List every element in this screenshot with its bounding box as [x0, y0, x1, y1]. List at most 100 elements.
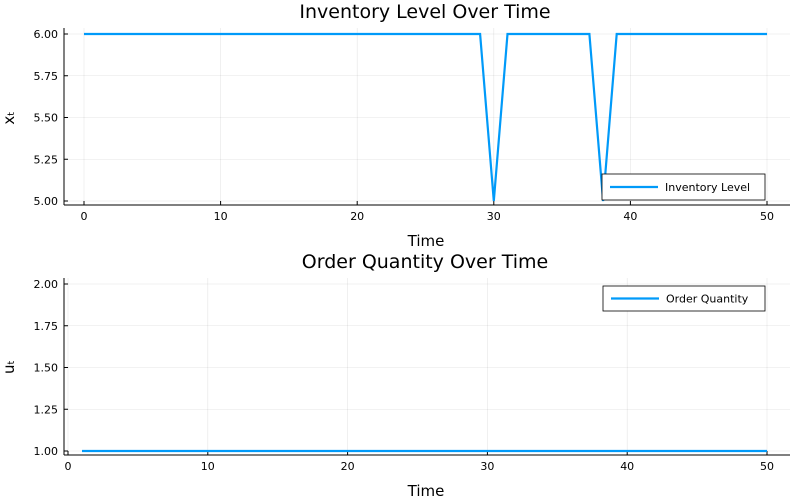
y-tick-label: 6.00	[34, 28, 59, 41]
data-point	[110, 33, 112, 35]
data-point	[83, 33, 85, 35]
data-point	[520, 33, 522, 35]
data-point	[696, 450, 698, 452]
data-point	[221, 450, 223, 452]
data-point	[319, 450, 321, 452]
data-point	[752, 450, 754, 452]
x-tick-label: 40	[620, 460, 634, 473]
data-point	[388, 450, 390, 452]
data-point	[588, 33, 590, 35]
chart-title: Inventory Level Over Time	[299, 1, 550, 23]
chart-title: Order Quantity Over Time	[302, 251, 548, 273]
y-axis-label: xₜ	[0, 111, 18, 124]
data-point	[506, 33, 508, 35]
data-point	[374, 450, 376, 452]
inventory-level-chart: Inventory Level Over Time Time xₜ 0 10 20 3…	[0, 1, 790, 250]
y-tick-label: 1.00	[34, 445, 59, 458]
data-point	[738, 450, 740, 452]
legend: Order Quantity	[602, 285, 766, 312]
data-point	[356, 33, 358, 35]
data-point	[570, 450, 572, 452]
data-point	[347, 450, 349, 452]
data-point	[277, 450, 279, 452]
data-point	[711, 33, 713, 35]
data-point	[547, 33, 549, 35]
data-point	[556, 450, 558, 452]
data-point	[124, 33, 126, 35]
data-point	[739, 33, 741, 35]
x-tick-label: 10	[214, 210, 228, 223]
data-point	[598, 450, 600, 452]
data-point	[138, 33, 140, 35]
data-point	[193, 450, 195, 452]
data-point	[383, 33, 385, 35]
x-tick-label: 0	[81, 210, 88, 223]
data-point	[670, 33, 672, 35]
y-tick-label: 1.25	[34, 403, 59, 416]
data-point	[402, 450, 404, 452]
data-point	[247, 33, 249, 35]
data-point	[698, 33, 700, 35]
data-point	[612, 450, 614, 452]
data-point	[500, 450, 502, 452]
x-tick-label: 50	[760, 460, 774, 473]
x-tick-label: 50	[760, 210, 774, 223]
data-point	[291, 450, 293, 452]
data-point	[109, 450, 111, 452]
data-point	[438, 33, 440, 35]
data-point	[249, 450, 251, 452]
y-tick-label: 5.00	[34, 195, 59, 208]
data-point	[725, 33, 727, 35]
data-point	[305, 450, 307, 452]
data-point	[315, 33, 317, 35]
y-axis-label: uₜ	[0, 360, 18, 374]
data-point	[640, 450, 642, 452]
data-point	[151, 450, 153, 452]
data-point	[430, 450, 432, 452]
data-point	[657, 33, 659, 35]
data-point	[263, 450, 265, 452]
x-tick-label: 20	[350, 210, 364, 223]
data-point	[710, 450, 712, 452]
data-point	[123, 450, 125, 452]
data-point	[411, 33, 413, 35]
tick-labels: 0 10 20 30 40 50 1.00 1.25 1.50 1.75 2.00	[34, 278, 775, 473]
y-tick-label: 5.75	[34, 70, 59, 83]
data-point	[274, 33, 276, 35]
data-point	[534, 33, 536, 35]
legend-box	[601, 173, 766, 201]
data-point	[235, 450, 237, 452]
x-tick-label: 30	[487, 210, 501, 223]
data-point	[424, 33, 426, 35]
data-point	[220, 33, 222, 35]
legend: Inventory Level	[601, 173, 766, 201]
data-point	[766, 450, 768, 452]
data-point	[542, 450, 544, 452]
y-tick-label: 5.25	[34, 153, 59, 166]
data-point	[397, 33, 399, 35]
legend-entry: Order Quantity	[666, 293, 749, 306]
data-point	[458, 450, 460, 452]
series-group	[83, 32, 768, 202]
data-point	[561, 33, 563, 35]
data-point	[629, 33, 631, 35]
data-point	[179, 450, 181, 452]
data-point	[752, 33, 754, 35]
data-point	[479, 33, 481, 35]
data-point	[233, 33, 235, 35]
x-tick-label: 10	[201, 460, 215, 473]
data-point	[682, 450, 684, 452]
x-tick-label: 40	[623, 210, 637, 223]
data-point	[206, 33, 208, 35]
data-point	[444, 450, 446, 452]
x-axis-label: Time	[407, 482, 445, 500]
y-tick-label: 1.75	[34, 320, 59, 333]
data-point	[81, 450, 83, 452]
data-point	[151, 33, 153, 35]
x-tick-label: 0	[65, 460, 72, 473]
data-point	[766, 33, 768, 35]
legend-entry: Inventory Level	[665, 181, 750, 194]
series-group	[81, 449, 768, 453]
data-point	[192, 33, 194, 35]
